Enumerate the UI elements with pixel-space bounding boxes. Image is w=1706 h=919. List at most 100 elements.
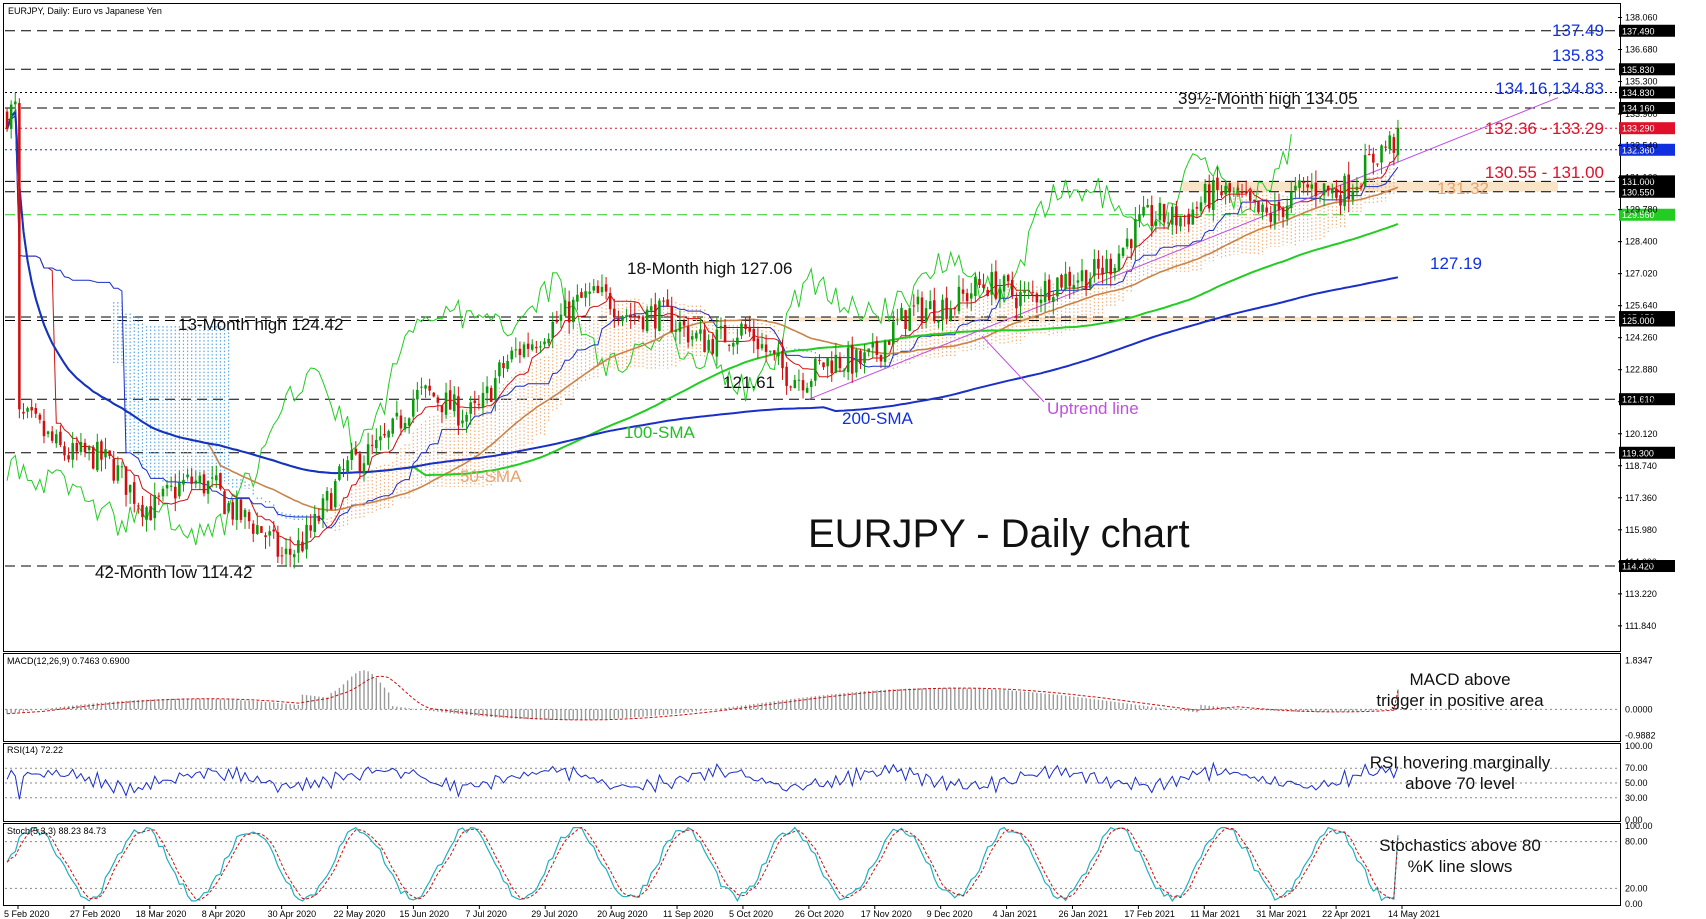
candle-body — [1080, 270, 1084, 282]
candle-body — [1253, 199, 1256, 202]
level-badge — [1619, 122, 1675, 135]
candle-body — [1019, 291, 1022, 307]
candle-body — [732, 343, 735, 347]
level-badge-label: 129.560 — [1622, 210, 1655, 220]
candle-body — [773, 350, 776, 354]
candle-body — [633, 314, 637, 317]
candle-body — [1359, 186, 1363, 188]
candle-body — [707, 339, 710, 351]
label-131-32: 131.32 — [1437, 179, 1489, 198]
candle-body — [420, 386, 423, 388]
candle-body — [157, 495, 161, 497]
candle-body — [1351, 191, 1355, 200]
sma-50-line — [6, 109, 1399, 511]
candle-body — [785, 366, 788, 386]
candle-body — [1376, 163, 1379, 165]
candle-body — [682, 320, 686, 326]
candle-body — [781, 350, 784, 369]
candle-body — [1093, 259, 1096, 277]
candle-body — [1101, 267, 1104, 275]
time-tick-label: 26 Jan 2021 — [1058, 909, 1108, 919]
candle-body — [1027, 289, 1030, 291]
candle-body — [797, 379, 801, 381]
candle-body — [1154, 221, 1158, 226]
candle-body — [424, 385, 427, 389]
candle-body — [990, 272, 994, 295]
level-badge-label: 119.300 — [1622, 448, 1654, 458]
candle-body — [104, 449, 107, 458]
candle-body — [526, 343, 530, 349]
price-tick-label: 113.220 — [1625, 589, 1657, 599]
level-badge — [1619, 208, 1675, 221]
candle-body — [477, 404, 481, 406]
rsi-note-1: RSI hovering marginally — [1370, 753, 1551, 772]
candle-body — [892, 321, 895, 345]
zone-125 — [788, 317, 1415, 322]
candle-body — [514, 349, 518, 351]
level-badge-label: 134.830 — [1622, 88, 1655, 98]
candle-body — [957, 286, 961, 312]
candle-body — [292, 554, 296, 558]
candle-body — [145, 507, 148, 520]
candle-body — [416, 389, 419, 400]
candle-body — [1294, 185, 1297, 191]
level-badge-label: 114.420 — [1622, 562, 1654, 572]
rsi-indicator: 100.00 70.00 50.00 30.00 0.00 — [5, 741, 1653, 825]
candle-body — [329, 493, 333, 510]
level-badge-label: 125.000 — [1622, 316, 1655, 326]
candle-body — [79, 441, 83, 453]
stoch-d-line — [6, 827, 1399, 901]
candle-body — [896, 319, 899, 321]
candle-body — [1199, 202, 1203, 212]
candle-body — [256, 525, 259, 534]
time-tick-label: 20 Aug 2020 — [597, 909, 648, 919]
rsi-tick-label: 70.00 — [1625, 763, 1648, 773]
candle-body — [284, 548, 288, 555]
candle-body — [354, 448, 358, 455]
candle-body — [1035, 293, 1039, 303]
level-badge — [1619, 446, 1675, 459]
candle-body — [1318, 197, 1322, 199]
candle-body — [1076, 280, 1080, 283]
candle-body — [334, 481, 337, 508]
candle-body — [239, 499, 243, 520]
candle-body — [67, 455, 70, 460]
candle-body — [260, 526, 263, 533]
candle-body — [182, 479, 185, 485]
time-axis: 5 Feb 2020 27 Feb 2020 18 Mar 2020 8 Apr 20… — [4, 905, 1440, 919]
rsi-tick-label: 100.00 — [1625, 741, 1653, 751]
macd-title: MACD(12,26,9) 0.7463 0.6900 — [7, 656, 130, 666]
macd-note-1: MACD above — [1409, 670, 1510, 689]
sma-200-line — [6, 109, 1399, 475]
label-39-month-high: 39½-Month high 134.05 — [1178, 89, 1358, 108]
candle-body — [1355, 186, 1359, 190]
macd-indicator: 1.8347 0.0000 -0.9882 — [5, 655, 1656, 741]
candle-body — [555, 319, 559, 323]
candle-body — [809, 381, 813, 387]
symbol-header: EURJPY, Daily: Euro vs Japanese Yen — [8, 6, 162, 16]
candle-body — [100, 441, 103, 460]
time-tick-label: 4 Jan 2021 — [993, 909, 1038, 919]
candle-body — [965, 293, 969, 302]
time-tick-label: 15 Jun 2020 — [399, 909, 449, 919]
label-127-19: 127.19 — [1430, 254, 1482, 273]
price-tick-label: 117.360 — [1625, 493, 1657, 503]
candle-body — [690, 336, 694, 340]
candle-body — [961, 289, 965, 294]
candle-body — [863, 352, 866, 364]
candle-body — [301, 541, 304, 552]
price-tick-label: 136.680 — [1625, 45, 1658, 55]
candle-body — [670, 306, 673, 332]
candle-body — [978, 279, 981, 286]
stoch-note-2: %K line slows — [1408, 857, 1513, 876]
candle-body — [834, 354, 838, 373]
candle-body — [1269, 213, 1273, 222]
candle-body — [584, 291, 587, 298]
uptrend-pointer — [981, 335, 1045, 403]
candle-body — [1339, 195, 1342, 206]
time-tick-label: 9 Dec 2020 — [927, 909, 973, 919]
candle-body — [1047, 279, 1051, 301]
label-135-83: 135.83 — [1552, 46, 1604, 65]
candle-body — [26, 408, 29, 412]
